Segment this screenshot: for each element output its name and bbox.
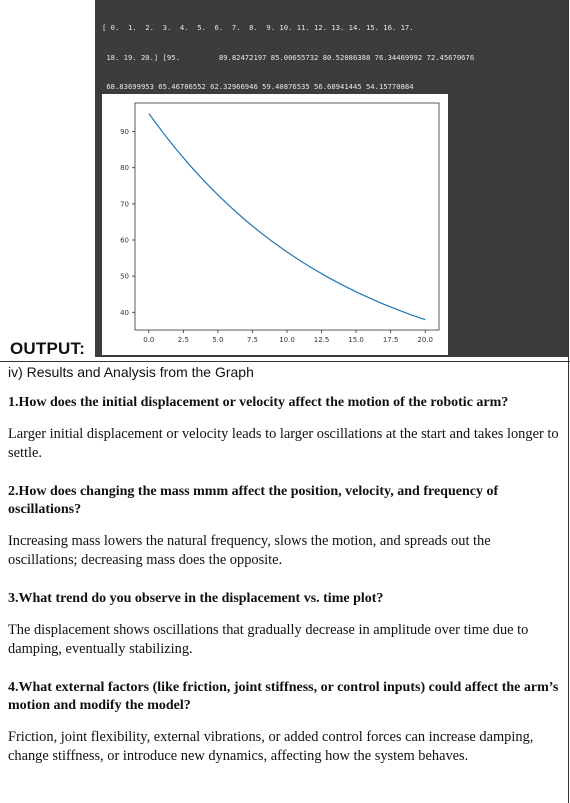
console-line: 18. 19. 20.] [95. 89.82472197 85.0065573…: [102, 52, 475, 62]
y-tick-label: 60: [120, 236, 129, 244]
y-tick-label: 40: [120, 309, 129, 317]
notebook-output-cell: [ 0. 1. 2. 3. 4. 5. 6. 7. 8. 9. 10. 11. …: [95, 0, 568, 357]
question-4: 4.What external factors (like friction, …: [8, 680, 559, 713]
displacement-series-line: [148, 113, 426, 321]
table-divider: [0, 361, 570, 362]
x-tick-label: 10.0: [279, 336, 295, 344]
x-tick-label: 17.5: [383, 336, 399, 344]
question-3: 3.What trend do you observe in the displ…: [8, 591, 384, 606]
console-line: [ 0. 1. 2. 3. 4. 5. 6. 7. 8. 9. 10. 11. …: [102, 23, 414, 33]
answer-1: Larger initial displacement or velocity …: [8, 426, 559, 461]
answer-4: Friction, joint flexibility, external vi…: [8, 729, 534, 764]
line-plot: 0.0 2.5 5.0 7.5 10.0 12.5 15.0 17.5 20.0 40 50 60 70…: [102, 94, 448, 355]
y-tick-label: 80: [120, 164, 129, 172]
console-line: 68.83699953 65.46706552 62.32966946 59.4…: [102, 81, 414, 91]
x-tick-label: 7.5: [247, 336, 258, 344]
x-tick-label: 2.5: [178, 336, 189, 344]
results-title: iv) Results and Analysis from the Graph: [8, 364, 254, 380]
page-margin: [0, 0, 95, 362]
x-tick-label: 15.0: [348, 336, 364, 344]
y-tick-label: 90: [120, 128, 129, 136]
chart-svg: 0.0 2.5 5.0 7.5 10.0 12.5 15.0 17.5 20.0 40 50 60 70…: [120, 102, 440, 344]
y-tick-label: 50: [120, 273, 129, 281]
answer-3: The displacement shows oscillations that…: [8, 622, 529, 657]
x-tick-label: 0.0: [143, 336, 154, 344]
output-heading: OUTPUT:: [10, 339, 86, 358]
x-tick-label: 20.0: [417, 336, 433, 344]
question-2: 2.How does changing the mass mmm affect …: [8, 484, 499, 517]
question-1: 1.How does the initial displacement or v…: [8, 395, 509, 410]
x-tick-label: 5.0: [212, 336, 223, 344]
plot-frame: [134, 102, 440, 331]
table-border-right: [568, 0, 569, 803]
answer-2: Increasing mass lowers the natural frequ…: [8, 533, 491, 568]
results-section: iv) Results and Analysis from the Graph …: [8, 364, 563, 786]
y-tick-label: 70: [120, 200, 129, 208]
x-tick-label: 12.5: [314, 336, 330, 344]
